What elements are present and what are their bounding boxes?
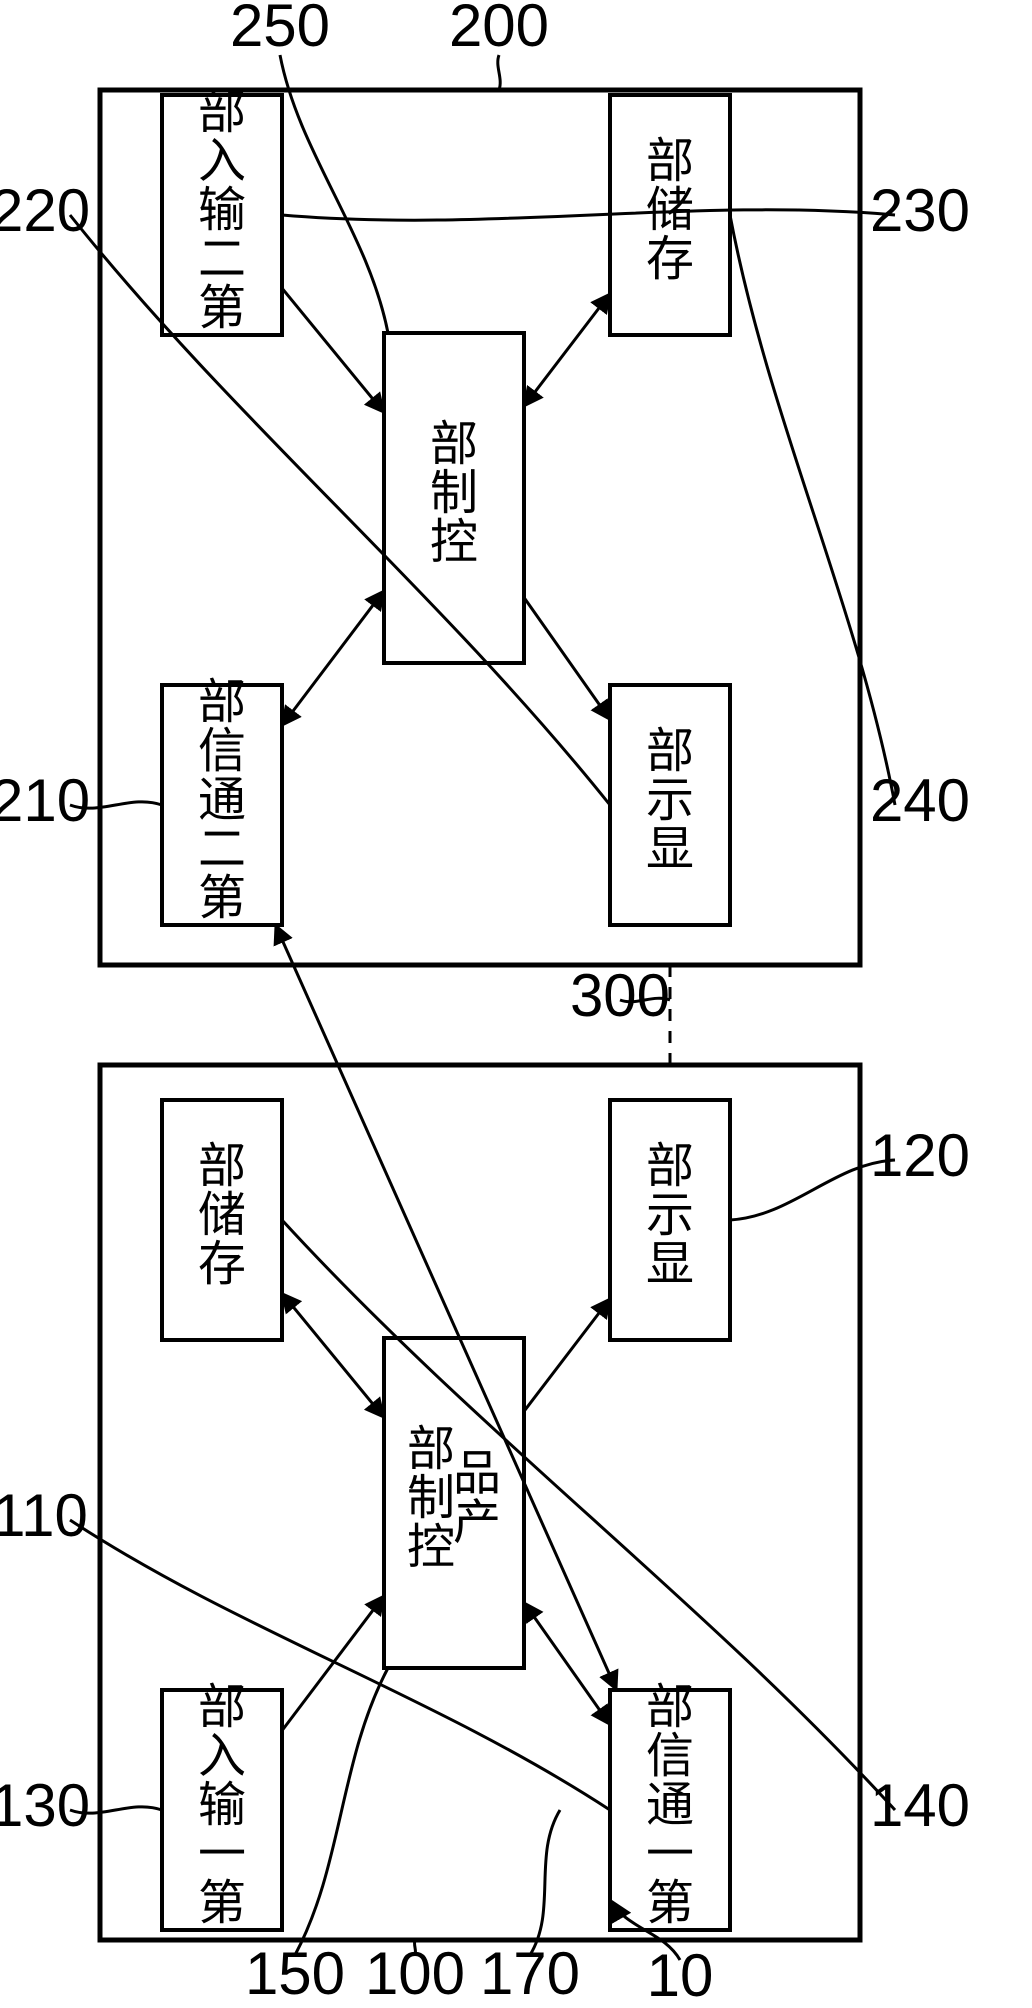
block-label-b240: 存 — [646, 233, 694, 286]
leader-n240 — [730, 215, 895, 805]
ref-250: 250 — [230, 0, 330, 59]
leader-n170 — [530, 1810, 560, 1955]
leader-n110 — [70, 1520, 610, 1810]
block-label-b220: 部 — [646, 725, 694, 778]
conn-b230-b250 — [282, 288, 384, 412]
block-label-b210: 第 — [198, 872, 246, 925]
ref-150: 150 — [245, 1940, 345, 2007]
conn-b250-b220 — [524, 597, 610, 719]
ref-210: 210 — [0, 767, 90, 834]
block-label-b250: 部 — [430, 418, 478, 471]
ref-110: 110 — [0, 1482, 88, 1549]
block-label-b210: 通 — [198, 774, 246, 827]
leader-n230 — [282, 210, 895, 220]
block-label-b130: 部 — [198, 1681, 246, 1734]
block-label-b210: 二 — [198, 823, 246, 876]
ref-220: 220 — [0, 177, 90, 244]
block-label-b220: 示 — [646, 774, 694, 827]
leader-n200 — [498, 55, 500, 90]
ref-300: 300 — [570, 962, 670, 1029]
block-label-b110: 第 — [646, 1877, 694, 1930]
block-label-b110: 信 — [646, 1730, 694, 1783]
block-label-b140: 存 — [198, 1238, 246, 1291]
diagram-canvas: 第一输入部存储部产品控制部第一通信部显示部第二通信部第二输入部控制部显示部存储部… — [0, 0, 1032, 2008]
ref-130: 130 — [0, 1772, 90, 1839]
block-label-b210: 信 — [198, 725, 246, 778]
ref-240: 240 — [870, 767, 970, 834]
ref-140: 140 — [870, 1772, 970, 1839]
block-label-b240: 部 — [646, 135, 694, 188]
block-label-b110: 一 — [646, 1828, 694, 1881]
block-label-b170: 品 — [453, 1448, 501, 1501]
block-label-b130: 一 — [198, 1828, 246, 1881]
ref-170: 170 — [480, 1940, 580, 2007]
block-label-b170: 部 — [407, 1423, 455, 1476]
block-label-b170: 产 — [453, 1496, 501, 1549]
block-label-b130: 输 — [198, 1779, 246, 1832]
block-label-b250: 制 — [430, 467, 478, 520]
block-label-b140: 部 — [198, 1140, 246, 1193]
ref-200: 200 — [449, 0, 549, 59]
leader-n140 — [282, 1220, 895, 1810]
conn-b250-b240 — [524, 294, 610, 407]
ref-230: 230 — [870, 177, 970, 244]
block-label-b230: 输 — [198, 184, 246, 237]
conn-b210-b250 — [282, 591, 384, 726]
block-label-b230: 入 — [198, 135, 246, 188]
ref-120: 120 — [870, 1122, 970, 1189]
block-label-b170: 制 — [407, 1472, 455, 1525]
block-label-b120: 部 — [646, 1140, 694, 1193]
conn-b170-b110 — [524, 1602, 610, 1724]
ref-10: 10 — [647, 1942, 714, 2008]
leader-n100 — [414, 1940, 415, 1955]
block-label-b250: 控 — [430, 516, 478, 569]
block-label-b120: 显 — [646, 1238, 694, 1291]
conn-b170-b120 — [524, 1299, 610, 1412]
block-label-b230: 部 — [198, 86, 246, 139]
block-label-b230: 第 — [198, 282, 246, 335]
leader-n250 — [280, 55, 388, 333]
leader-n150 — [295, 1668, 388, 1955]
block-label-b110: 通 — [646, 1779, 694, 1832]
leader-n220 — [70, 215, 610, 805]
block-label-b140: 储 — [198, 1189, 246, 1242]
block-label-b120: 示 — [646, 1189, 694, 1242]
block-label-b210: 部 — [198, 676, 246, 729]
block-label-b110: 部 — [646, 1681, 694, 1734]
block-label-b230: 二 — [198, 233, 246, 286]
block-label-b170: 控 — [407, 1521, 455, 1574]
block-label-b130: 入 — [198, 1730, 246, 1783]
block-label-b220: 显 — [646, 823, 694, 876]
block-label-b130: 第 — [198, 1877, 246, 1930]
